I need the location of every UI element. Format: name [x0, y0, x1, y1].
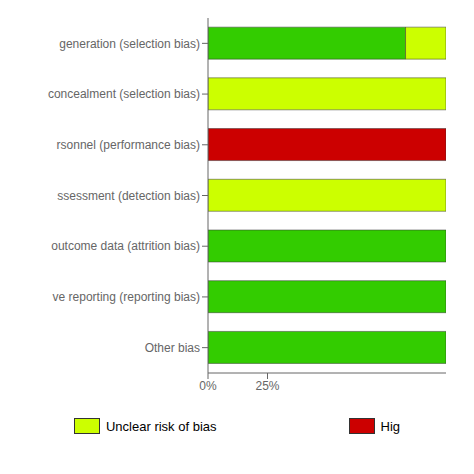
html-text:Unclear risk of bias: Unclear risk of bias — [106, 418, 217, 434]
svg-text:0%: 0% — [199, 379, 217, 393]
html-text:Hig: Hig — [380, 418, 400, 434]
svg-text:outcome data (attrition bias): outcome data (attrition bias) — [51, 239, 200, 253]
svg-text:generation (selection bias): generation (selection bias) — [59, 37, 200, 51]
svg-text:ssessment (detection bias): ssessment (detection bias) — [57, 189, 200, 203]
svg-text:ve reporting (reporting bias): ve reporting (reporting bias) — [53, 290, 200, 304]
svg-text:rsonnel (performance bias): rsonnel (performance bias) — [57, 138, 200, 152]
svg-text:Other bias: Other bias — [145, 341, 200, 355]
svg-text:25%: 25% — [255, 379, 279, 393]
svg-text:concealment (selection bias): concealment (selection bias) — [48, 87, 200, 101]
